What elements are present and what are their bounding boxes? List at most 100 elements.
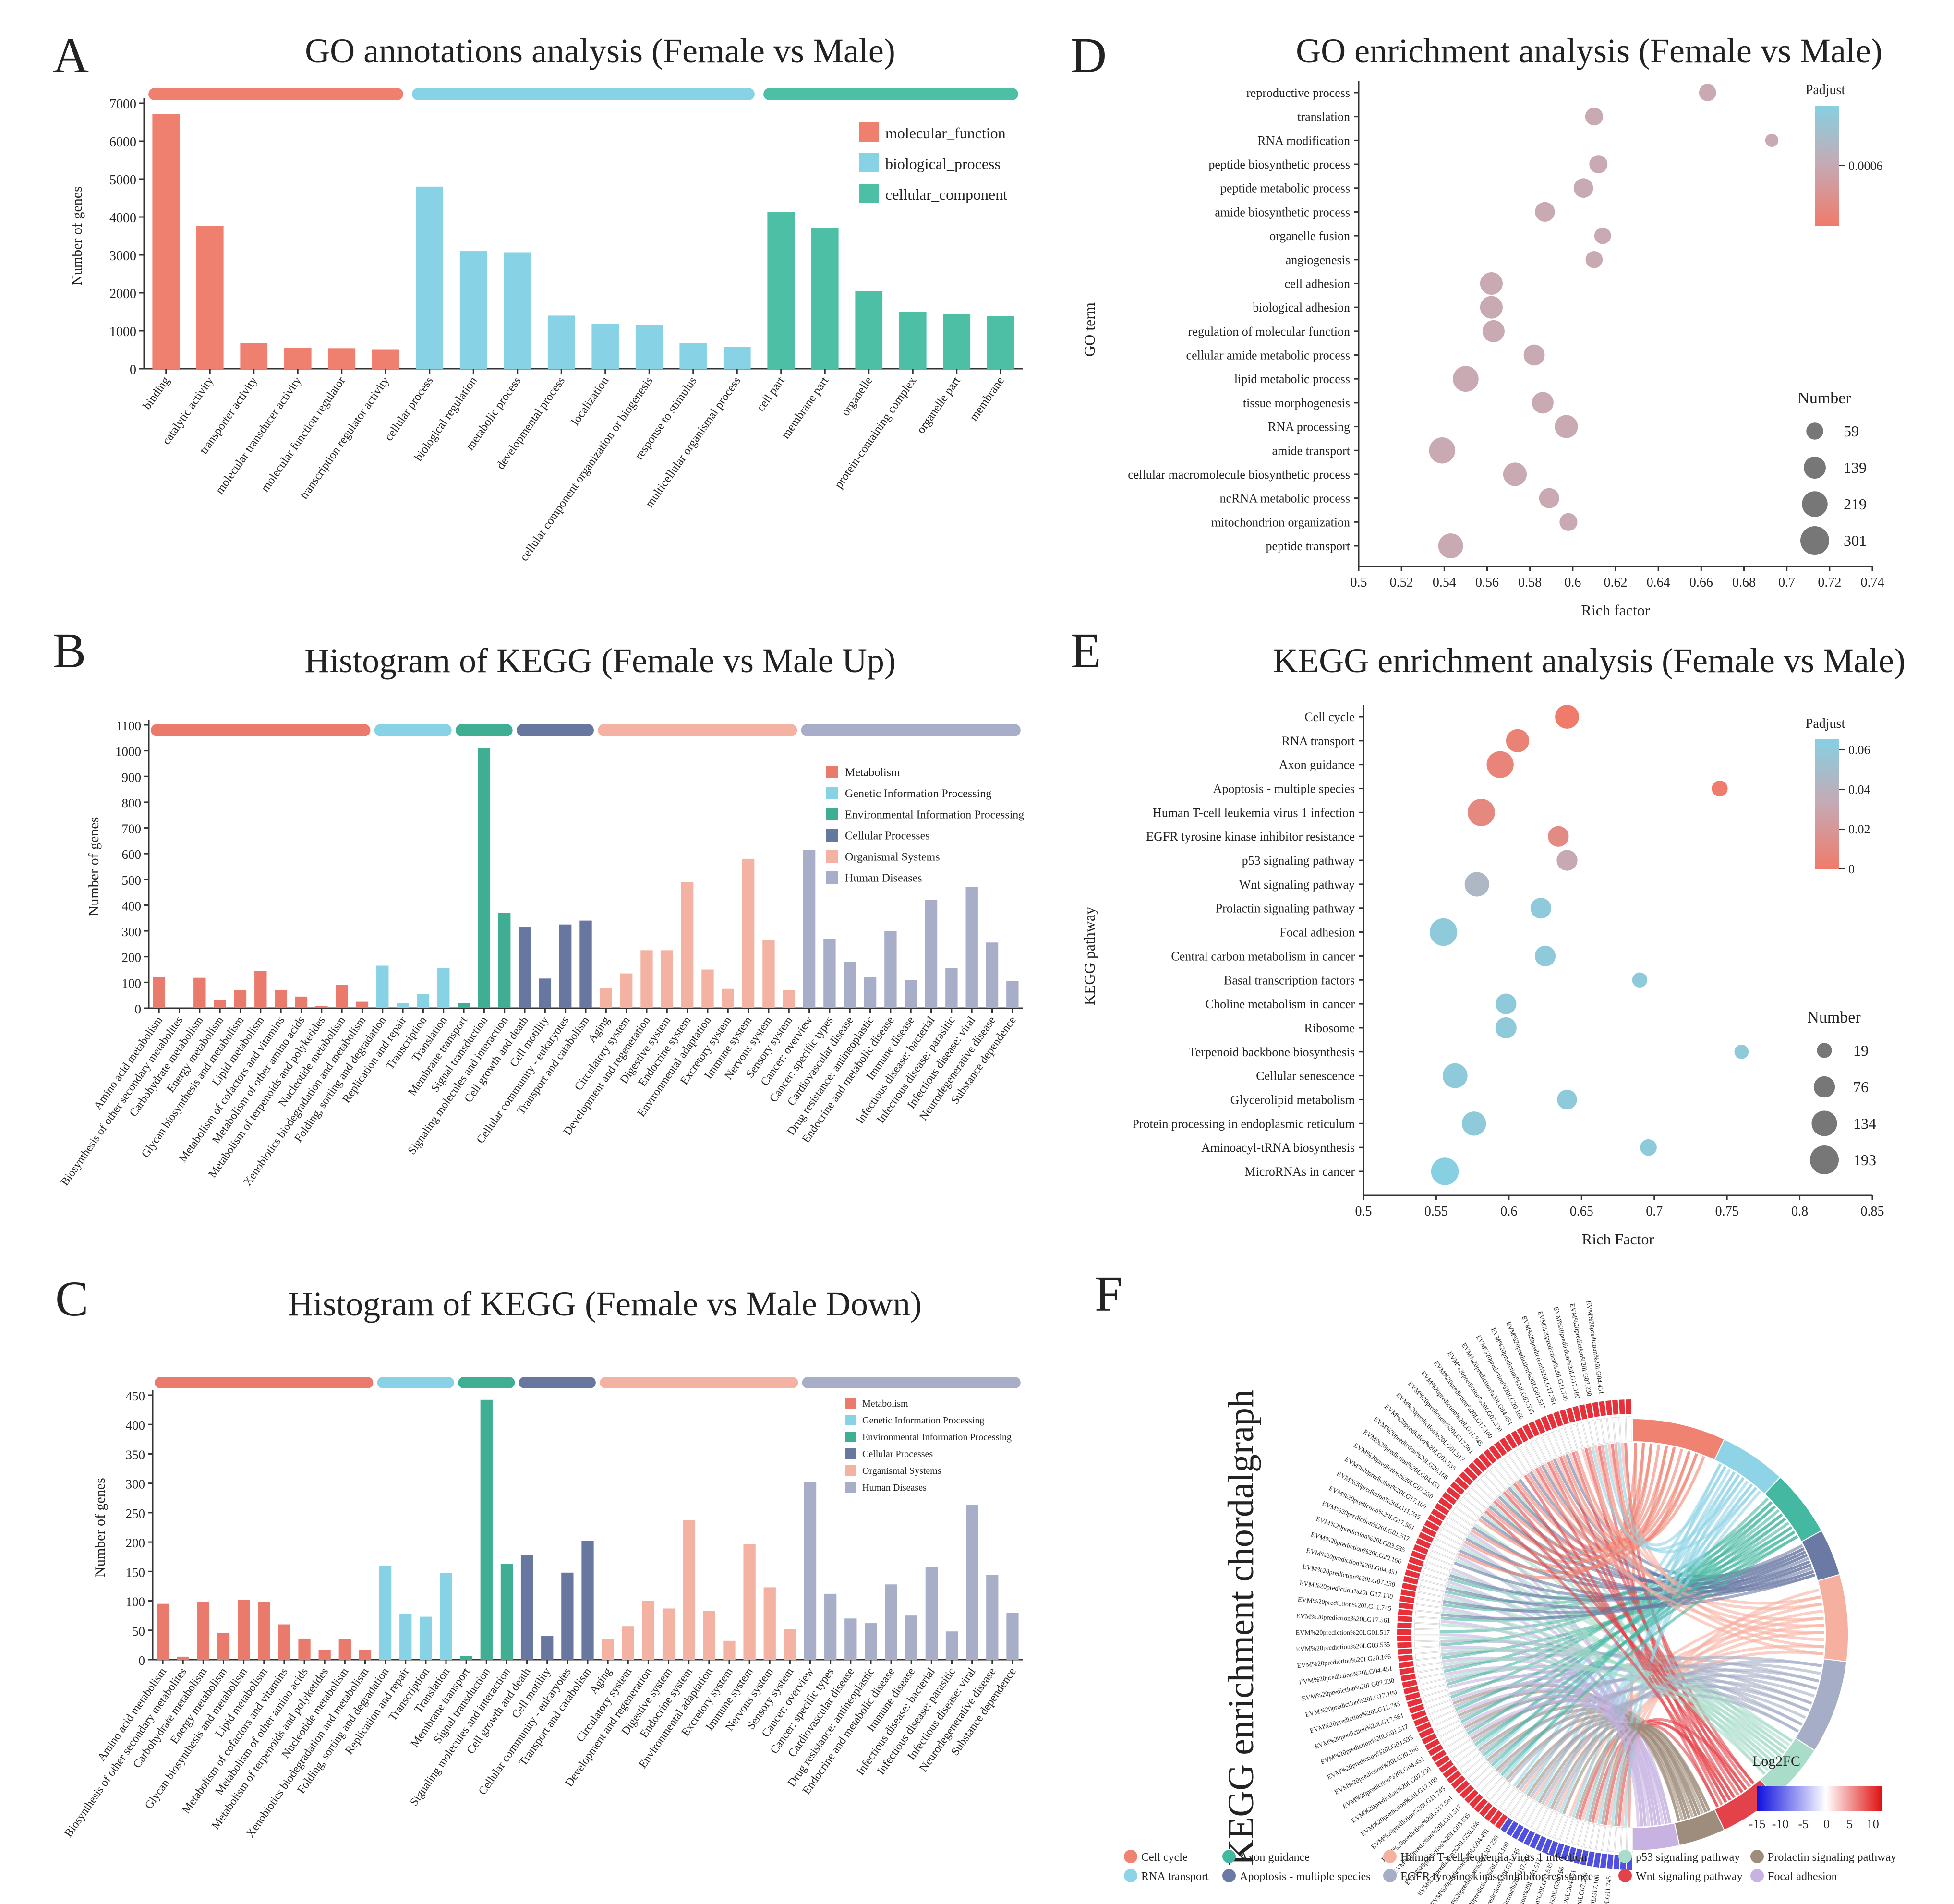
group-band-biological-process [412, 88, 755, 100]
gene-log2fc-cell [1593, 1852, 1601, 1868]
group-band-genetic-information-processing [374, 724, 452, 736]
point-regulation-of-molecular-function [1482, 320, 1505, 342]
panel-letter: B [53, 623, 86, 678]
legend-swatch [1222, 1869, 1236, 1882]
gene-log2fc-cell [1409, 1704, 1424, 1714]
point-rna-processing [1555, 415, 1578, 438]
log2fc-legend-title: Log2FC [1752, 1753, 1800, 1769]
gene-arc [1554, 1814, 1568, 1841]
bar-metabolism-of-terpenoids-and-polyketides [315, 1006, 328, 1008]
bar-infectious-disease-parasitic [945, 968, 958, 1008]
bar-neurodegenerative-disease [986, 1575, 999, 1660]
gene-log2fc-cell [1599, 1401, 1606, 1416]
legend-label-human-t-cell-leukemia-virus-1-infection: Human T-cell leukemia virus 1 infection [1400, 1851, 1587, 1864]
bar-infectious-disease-bacterial [925, 900, 938, 1008]
bar-signal-transduction [480, 1399, 493, 1660]
bar-circulatory-system [620, 973, 633, 1008]
gene-arc [1417, 1592, 1444, 1603]
x-tick-label: 0.7 [1646, 1204, 1663, 1219]
gene-arc [1485, 1777, 1507, 1800]
bar-cancer-specific-types [824, 1593, 837, 1660]
gene-log2fc-cell [1397, 1615, 1412, 1622]
y-tick-label: 600 [122, 847, 142, 862]
gene-arc [1464, 1757, 1487, 1778]
gene-arc [1434, 1539, 1459, 1555]
point-cell-adhesion [1480, 272, 1503, 295]
chord-link [1556, 1457, 1822, 1610]
chord-link [1607, 1444, 1824, 1621]
legend-label-egfr-tyrosine-kinase-inhibitor-resistance: EGFR tyrosine kinase inhibitor resistanc… [1400, 1870, 1593, 1883]
gene-log2fc-cell [1397, 1622, 1412, 1628]
colorbar-tick-label: 0.06 [1848, 743, 1870, 757]
gene-arc [1439, 1528, 1464, 1545]
group-band-genetic-information-processing [377, 1377, 454, 1388]
gene-log2fc-cell [1451, 1775, 1466, 1789]
size-legend-label: 301 [1844, 532, 1867, 549]
y-tick-label: 300 [126, 1477, 145, 1492]
bar-excretory-system [723, 1640, 736, 1660]
chord-link [1446, 1664, 1799, 1733]
y-tick-label: Cell cycle [1304, 710, 1355, 724]
gene-log2fc-cell [1522, 1424, 1534, 1440]
bar-aging [600, 988, 613, 1008]
group-band-environmental-information-processing [456, 724, 513, 736]
y-tick-label: Glycerolipid metabolism [1230, 1093, 1355, 1107]
point-protein-processing-in-endoplasmic-reticulum [1461, 1111, 1486, 1136]
gene-log2fc-cell [1512, 1824, 1524, 1840]
gene-arc [1436, 1720, 1462, 1737]
bar-cell-growth-and-death [519, 927, 531, 1008]
y-tick-label: cellular amide metabolic process [1186, 349, 1350, 362]
bar-folding-sorting-and-degradation [376, 965, 389, 1008]
legend-swatch [1222, 1850, 1236, 1863]
bar-digestive-system [661, 950, 673, 1008]
chord-link [1544, 1463, 1824, 1656]
y-tick-label: angiogenesis [1286, 253, 1350, 267]
number-legend-title: Number [1807, 1009, 1861, 1026]
point-p53-signaling-pathway [1556, 850, 1578, 871]
y-tick-label: biological adhesion [1253, 301, 1350, 314]
x-tick-label: 0.7 [1778, 575, 1795, 590]
gene-log2fc-cell [1495, 1814, 1508, 1829]
gene-log2fc-cell [1499, 1437, 1512, 1453]
gene-arc [1463, 1492, 1486, 1513]
padjust-legend-title: Padjust [1806, 83, 1845, 97]
bar-carbohydrate-metabolism [197, 1602, 209, 1660]
bar-transport-and-catabolism [581, 1541, 594, 1660]
gene-arc [1531, 1805, 1548, 1831]
legend-label-apoptosis-multiple-species: Apoptosis - multiple species [1240, 1870, 1371, 1883]
x-tick-label: molecular transducer activity [213, 374, 304, 497]
gene-log2fc-cell [1468, 1462, 1483, 1477]
gene-arc [1415, 1651, 1441, 1660]
gene-log2fc-cell [1579, 1404, 1588, 1420]
gene-arc [1589, 1420, 1599, 1446]
gene-arc [1429, 1550, 1455, 1565]
point-egfr-tyrosine-kinase-inhibitor-resistance [1548, 826, 1569, 847]
y-tick-label: lipid metabolic process [1234, 372, 1350, 386]
gene-log2fc-cell [1510, 1430, 1523, 1446]
chord-link [1456, 1688, 1668, 1824]
x-tick-label: 0.52 [1390, 575, 1413, 590]
gene-log2fc-cell [1459, 1471, 1473, 1485]
gene-arc [1576, 1422, 1588, 1448]
size-legend-circle [1810, 1145, 1839, 1174]
point-peptide-biosynthetic-process [1589, 155, 1608, 174]
y-tick-label: organelle fusion [1269, 229, 1350, 243]
gene-log2fc-cell [1541, 1416, 1551, 1432]
gene-arc [1526, 1803, 1543, 1828]
y-tick-label: 450 [126, 1389, 145, 1403]
bar-amino-acid-metabolism [153, 977, 165, 1008]
bar-development-and-regeneration [642, 1601, 655, 1660]
bar-glycan-biosynthesis-and-metabolism [237, 1600, 250, 1660]
y-tick-label: 4000 [109, 211, 136, 226]
gene-arc [1558, 1427, 1572, 1454]
gene-arc [1448, 1512, 1473, 1531]
gene-log2fc-cell [1403, 1686, 1419, 1695]
gene-arc [1420, 1679, 1446, 1691]
bar-cell-motility [541, 1636, 554, 1660]
gene-log2fc-cell [1434, 1503, 1449, 1516]
gene-log2fc-cell [1559, 1409, 1569, 1425]
bar-amino-acid-metabolism [157, 1603, 169, 1660]
gene-log2fc-cell [1580, 1850, 1589, 1866]
y-tick-label: 900 [122, 770, 142, 784]
bar-replication-and-repair [399, 1614, 412, 1660]
